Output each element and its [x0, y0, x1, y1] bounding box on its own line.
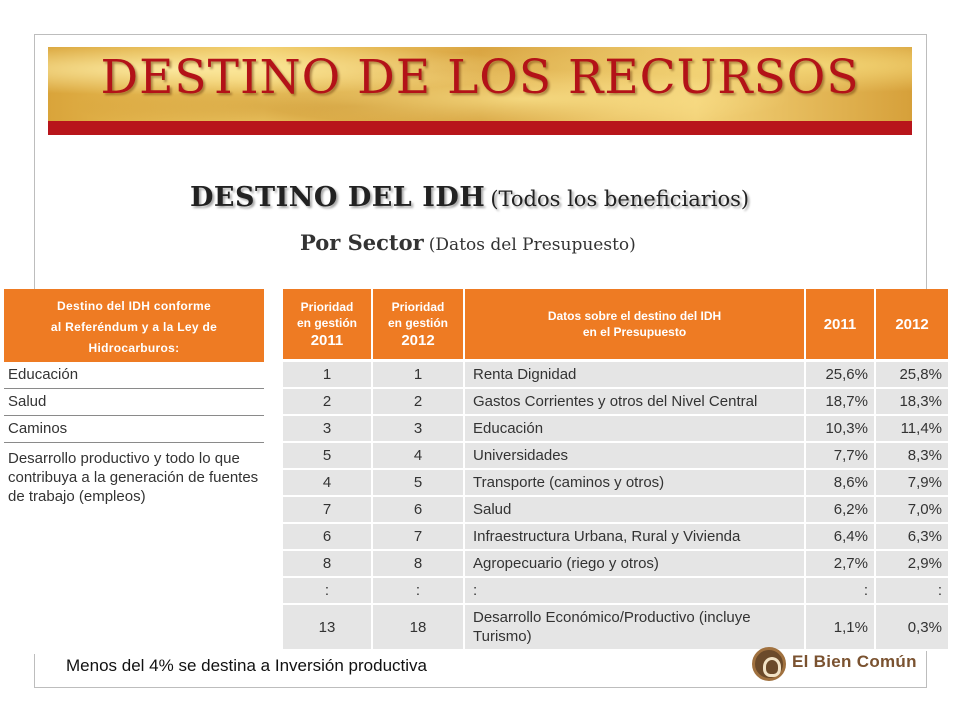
cell-priority-2012: 4	[373, 443, 465, 468]
cell-priority-2011: 4	[283, 470, 373, 495]
cell-priority-2012: 5	[373, 470, 465, 495]
table-row: : : : : :	[283, 578, 948, 605]
header-text: Datos sobre el destino del IDH	[547, 309, 722, 323]
table-row: 7 6 Salud 6,2% 7,0%	[283, 497, 948, 524]
left-table-header: Destino del IDH conforme al Referéndum y…	[4, 289, 264, 362]
cell-value-2012: 11,4%	[876, 416, 948, 441]
left-header-line: Hidrocarburos:	[88, 341, 180, 355]
cell-value-2011: 2,7%	[806, 551, 876, 576]
left-table-row: Caminos	[4, 416, 264, 443]
footer-note: Menos del 4% se destina a Inversión prod…	[66, 656, 427, 675]
cell-priority-2011: 7	[283, 497, 373, 522]
header-priority-2011: Prioridad en gestión 2011	[283, 289, 373, 359]
cell-value-2011: 25,6%	[806, 362, 876, 387]
table-row: 4 5 Transporte (caminos y otros) 8,6% 7,…	[283, 470, 948, 497]
title-banner-bar	[48, 121, 912, 135]
cell-value-2012: 18,3%	[876, 389, 948, 414]
idh-destination-law-table: Destino del IDH conforme al Referéndum y…	[4, 289, 264, 654]
cell-priority-2012: 2	[373, 389, 465, 414]
cell-destino: Infraestructura Urbana, Rural y Vivienda	[465, 524, 806, 549]
header-text: Prioridad	[391, 299, 445, 314]
header-year: 2011	[310, 331, 344, 349]
header-text: en el Presupuesto	[582, 325, 687, 339]
left-table-row: Educación	[4, 362, 264, 389]
subtitle-2-paren: (Datos del Presupuesto)	[428, 235, 636, 255]
table-row: 13 18 Desarrollo Económico/Productivo (i…	[283, 605, 948, 651]
cell-priority-2011: :	[283, 578, 373, 603]
cell-priority-2011: 5	[283, 443, 373, 468]
header-text: en gestión	[387, 315, 448, 330]
page-title: DESTINO DE LOS RECURSOS	[100, 50, 860, 105]
cell-value-2012: 2,9%	[876, 551, 948, 576]
cell-destino: Universidades	[465, 443, 806, 468]
cell-value-2012: 7,9%	[876, 470, 948, 495]
cell-value-2011: 1,1%	[806, 605, 876, 649]
cell-priority-2011: 1	[283, 362, 373, 387]
bien-comun-logo-icon	[752, 647, 786, 681]
subtitle-paren: (Todos los beneficiarios)	[490, 187, 750, 211]
table-row: 5 4 Universidades 7,7% 8,3%	[283, 443, 948, 470]
cell-value-2011: 6,2%	[806, 497, 876, 522]
cell-value-2011: 7,7%	[806, 443, 876, 468]
idh-budget-table: Prioridad en gestión 2011 Prioridad en g…	[283, 289, 948, 654]
cell-value-2011: 10,3%	[806, 416, 876, 441]
subtitle-main: DESTINO DEL IDH	[190, 182, 486, 213]
cell-priority-2012: 18	[373, 605, 465, 649]
cell-value-2012: 6,3%	[876, 524, 948, 549]
subtitle-2: Por Sector (Datos del Presupuesto)	[300, 230, 900, 255]
brand-logo: El Bien Común	[748, 642, 918, 684]
logo-text: El Bien Común	[792, 652, 917, 671]
header-text: en gestión	[296, 315, 357, 330]
header-datos: Datos sobre el destino del IDH en el Pre…	[465, 289, 806, 359]
title-banner	[48, 47, 912, 121]
cell-value-2012: :	[876, 578, 948, 603]
left-table-row: Desarrollo productivo y todo lo que cont…	[8, 450, 259, 505]
cell-value-2011: 18,7%	[806, 389, 876, 414]
cell-priority-2012: 6	[373, 497, 465, 522]
table-row: 8 8 Agropecuario (riego y otros) 2,7% 2,…	[283, 551, 948, 578]
cell-priority-2012: 8	[373, 551, 465, 576]
cell-priority-2011: 2	[283, 389, 373, 414]
table-row: 2 2 Gastos Corrientes y otros del Nivel …	[283, 389, 948, 416]
cell-priority-2011: 3	[283, 416, 373, 441]
header-year-2012: 2012	[895, 315, 929, 333]
header-priority-2012: Prioridad en gestión 2012	[373, 289, 465, 359]
table-row: 6 7 Infraestructura Urbana, Rural y Vivi…	[283, 524, 948, 551]
left-header-line: Destino del IDH conforme	[57, 299, 211, 313]
cell-value-2011: 8,6%	[806, 470, 876, 495]
table-row: 3 3 Educación 10,3% 11,4%	[283, 416, 948, 443]
header-year-2011: 2011	[806, 289, 876, 359]
cell-priority-2012: 7	[373, 524, 465, 549]
cell-value-2012: 25,8%	[876, 362, 948, 387]
cell-priority-2012: 1	[373, 362, 465, 387]
cell-destino: :	[465, 578, 806, 603]
cell-destino: Desarrollo Económico/Productivo (incluye…	[465, 605, 806, 649]
right-table-header: Prioridad en gestión 2011 Prioridad en g…	[283, 289, 948, 362]
header-year: 2012	[401, 331, 435, 349]
table-row: 1 1 Renta Dignidad 25,6% 25,8%	[283, 362, 948, 389]
cell-destino: Educación	[465, 416, 806, 441]
cell-value-2011: 6,4%	[806, 524, 876, 549]
cell-value-2011: :	[806, 578, 876, 603]
cell-value-2012: 8,3%	[876, 443, 948, 468]
cell-priority-2012: 3	[373, 416, 465, 441]
subtitle: DESTINO DEL IDH (Todos los beneficiarios…	[190, 182, 890, 213]
left-header-line: al Referéndum y a la Ley de	[50, 320, 218, 334]
cell-priority-2011: 6	[283, 524, 373, 549]
cell-destino: Renta Dignidad	[465, 362, 806, 387]
cell-value-2012: 7,0%	[876, 497, 948, 522]
cell-destino: Transporte (caminos y otros)	[465, 470, 806, 495]
cell-priority-2011: 13	[283, 605, 373, 649]
cell-destino: Salud	[465, 497, 806, 522]
left-table-row: Salud	[4, 389, 264, 416]
cell-priority-2011: 8	[283, 551, 373, 576]
subtitle-2-main: Por Sector	[300, 230, 424, 255]
cell-value-2012: 0,3%	[876, 605, 948, 649]
cell-destino: Gastos Corrientes y otros del Nivel Cent…	[465, 389, 806, 414]
header-text: Prioridad	[300, 299, 354, 314]
cell-priority-2012: :	[373, 578, 465, 603]
cell-destino: Agropecuario (riego y otros)	[465, 551, 806, 576]
